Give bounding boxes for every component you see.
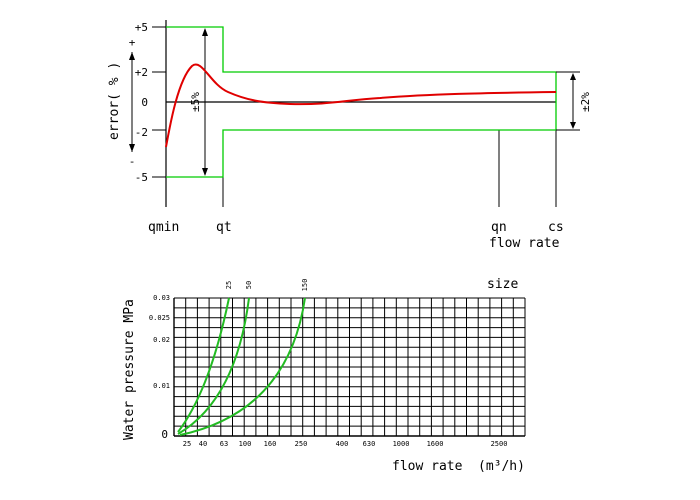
band-inner-arrowhead-up (202, 28, 208, 36)
x-point-qmin: qmin (148, 220, 179, 235)
band-outer-arrowhead-up (570, 73, 576, 80)
pressure-x-axis-label: flow rate (392, 459, 463, 474)
y-tick-0: 0 (141, 96, 148, 109)
curve-label-25: 25 (225, 281, 233, 289)
p-y-tick-0.025: 0.025 (149, 314, 170, 322)
curve-label-50: 50 (245, 281, 253, 289)
tolerance-band-upper (166, 26, 557, 102)
band-outer-label: ±2% (579, 92, 592, 112)
y-tick-minus5: -5 (135, 171, 148, 184)
x-point-cs: cs (548, 220, 564, 235)
pressure-x-axis-unit: (m³/h) (478, 459, 525, 474)
y-arrowhead-down (129, 144, 135, 152)
y-tick-plus5: +5 (135, 21, 148, 34)
p-x-tick-1600: 1600 (427, 440, 444, 448)
tolerance-band-lower (166, 102, 557, 178)
minus-sign: - (129, 155, 136, 168)
p-x-tick-2500: 2500 (491, 440, 508, 448)
pressure-y-axis-label: Water pressure MPa (122, 299, 137, 440)
p-x-tick-40: 40 (199, 440, 207, 448)
p-y-tick-0.02: 0.02 (153, 336, 170, 344)
error-chart: ±2% ±5% +5 +2 0 -2 -5 error( % ) + - qmi… (107, 20, 592, 251)
band-inner-label: ±5% (189, 92, 202, 112)
pressure-chart: 25 50 150 size 0.03 0.025 0.02 0.01 0 25… (122, 277, 526, 474)
p-y-tick-0: 0 (161, 428, 168, 441)
plus-sign: + (129, 36, 136, 49)
error-curve (165, 63, 557, 148)
p-x-tick-63: 63 (220, 440, 228, 448)
p-y-tick-0.01: 0.01 (153, 382, 170, 390)
size-label: size (487, 277, 518, 292)
p-x-tick-100: 100 (239, 440, 252, 448)
p-x-tick-25: 25 (183, 440, 191, 448)
error-y-axis-label: error( % ) (107, 62, 122, 140)
p-x-tick-160: 160 (264, 440, 277, 448)
p-x-tick-1000: 1000 (393, 440, 410, 448)
pressure-grid (173, 297, 526, 437)
p-x-tick-400: 400 (336, 440, 349, 448)
curve-label-150: 150 (301, 279, 309, 292)
curve-size-50 (177, 297, 250, 435)
error-x-axis-label: flow rate (489, 236, 560, 251)
x-point-qn: qn (491, 220, 507, 235)
x-point-qt: qt (216, 220, 232, 235)
band-outer-arrowhead-down (570, 122, 576, 129)
y-arrowhead-up (129, 52, 135, 60)
curve-size-150 (179, 297, 306, 436)
curve-size-25 (177, 297, 230, 433)
y-tick-plus2: +2 (135, 66, 148, 79)
y-tick-minus2: -2 (135, 126, 148, 139)
band-inner-arrowhead-down (202, 168, 208, 176)
p-x-tick-250: 250 (295, 440, 308, 448)
p-y-tick-0.03: 0.03 (153, 294, 170, 302)
p-x-tick-630: 630 (363, 440, 376, 448)
